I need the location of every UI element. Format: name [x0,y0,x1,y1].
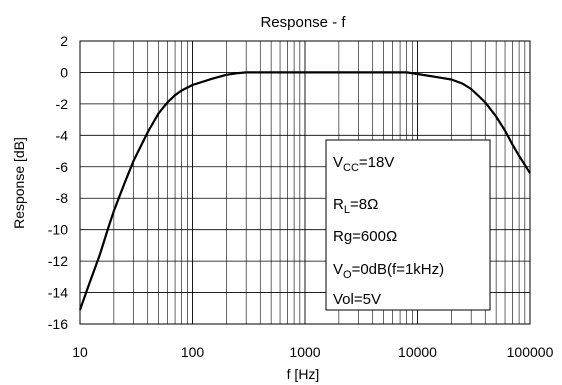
x-tick-label: 10000 [398,344,437,360]
legend-box: VCC=18V RL=8Ω Rg=600Ω VO=0dB(f=1kHz) Vol=5V [325,139,491,311]
y-tick-label: -4 [56,127,69,143]
y-tick-label: -6 [56,159,69,175]
y-tick-label: -2 [56,96,69,112]
y-tick-label: -8 [56,190,69,206]
y-tick-label: -12 [48,253,68,269]
x-tick-label: 10 [72,344,88,360]
y-tick-label: 2 [60,33,68,49]
y-tick-label: 0 [60,64,68,80]
response-curve [78,71,531,311]
y-tick-labels: 2 0 -2 -4 -6 -8 -10 -12 -14 -16 [48,33,68,332]
legend-line: RL=8Ω [333,196,378,216]
y-tick-label: -14 [48,285,68,301]
legend-line: Rg=600Ω [333,228,397,245]
y-tick-label: -10 [48,222,68,238]
x-axis-label: f [Hz] [287,366,320,382]
legend-line: VCC=18V [333,154,394,174]
x-tick-label: 1000 [289,344,320,360]
legend-line: VO=0dB(f=1kHz) [333,261,444,281]
y-axis-label: Response [dB] [11,137,27,229]
chart-title: Response - f [260,14,346,31]
x-tick-label: 100 [181,344,205,360]
y-tick-label: -16 [48,316,68,332]
x-tick-label: 100000 [507,344,554,360]
x-tick-labels: 10 100 1000 10000 100000 [72,344,553,360]
plot-frame [79,40,531,325]
legend-line: Vol=5V [333,291,381,308]
